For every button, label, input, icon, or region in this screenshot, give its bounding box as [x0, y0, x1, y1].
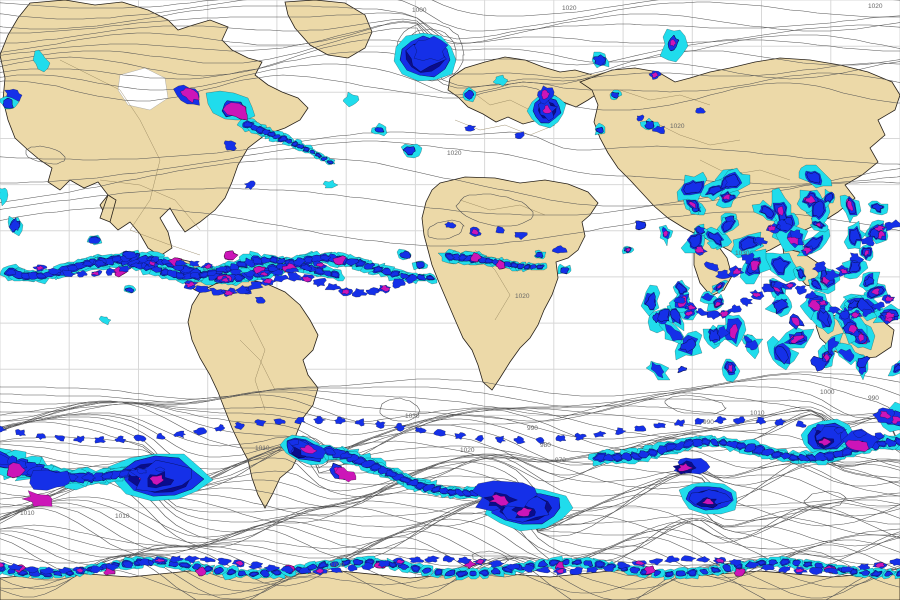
svg-text:1020: 1020 [460, 447, 475, 454]
svg-text:990: 990 [703, 419, 714, 426]
svg-text:1020: 1020 [447, 150, 462, 157]
svg-text:1020: 1020 [562, 5, 577, 12]
svg-text:990: 990 [868, 395, 879, 402]
svg-text:1020: 1020 [670, 123, 685, 130]
svg-text:1000: 1000 [330, 562, 345, 569]
svg-text:1010: 1010 [750, 410, 765, 417]
svg-text:1020: 1020 [868, 3, 883, 10]
svg-text:1010: 1010 [20, 510, 35, 517]
svg-text:980: 980 [540, 442, 551, 449]
svg-text:1010: 1010 [115, 513, 130, 520]
svg-text:1030: 1030 [405, 413, 420, 420]
svg-text:1020: 1020 [515, 293, 530, 300]
svg-text:970: 970 [555, 457, 566, 464]
svg-text:990: 990 [527, 425, 538, 432]
svg-text:1030: 1030 [735, 250, 750, 257]
svg-text:1010: 1010 [255, 445, 270, 452]
svg-text:1000: 1000 [820, 389, 835, 396]
svg-text:1000: 1000 [412, 7, 427, 14]
